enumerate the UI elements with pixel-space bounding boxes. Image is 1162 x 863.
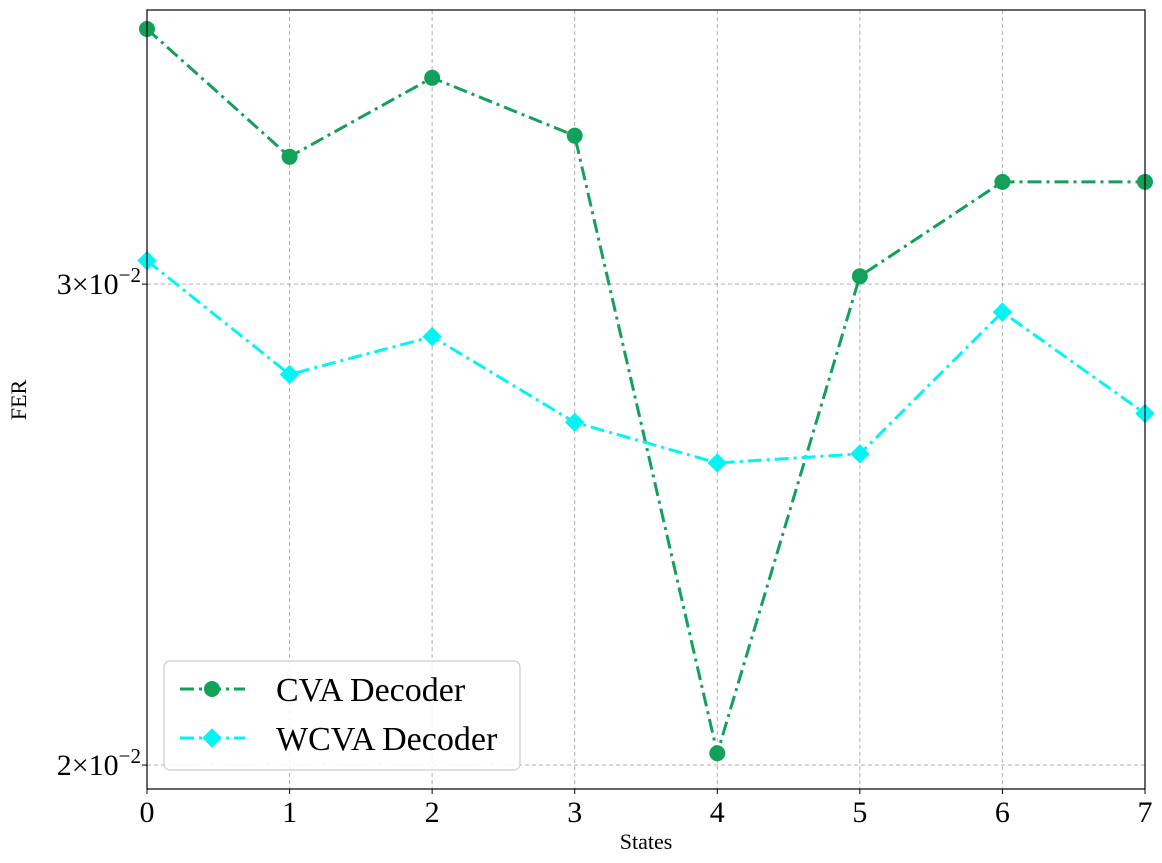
data-point-diamond bbox=[565, 412, 585, 433]
data-point-diamond bbox=[992, 302, 1013, 322]
legend-label: WCVA Decoder bbox=[276, 721, 498, 758]
plot-area-frame bbox=[146, 9, 1146, 790]
data-point-diamond bbox=[850, 444, 870, 464]
y-tick-label: 3×10−2 bbox=[57, 263, 141, 301]
series-layer bbox=[137, 20, 1155, 762]
x-tick-label: 2 bbox=[425, 796, 440, 829]
axis-ticks: 0 1 2 3 4 5 6 7 3×10−2 2×10−2 bbox=[57, 263, 1153, 829]
data-point-circle bbox=[851, 268, 868, 285]
x-tick-label: 4 bbox=[710, 796, 725, 829]
legend: CVA Decoder WCVA Decoder bbox=[163, 660, 521, 771]
series-line bbox=[146, 259, 1146, 465]
data-point-circle bbox=[424, 69, 441, 86]
x-tick-label: 3 bbox=[567, 796, 582, 829]
data-point-diamond bbox=[279, 364, 300, 385]
x-tick-label: 1 bbox=[282, 796, 297, 829]
series-1 bbox=[139, 20, 1153, 762]
x-tick-label: 0 bbox=[140, 796, 155, 829]
legend-marker-diamond bbox=[202, 728, 222, 748]
data-point-circle bbox=[566, 127, 583, 144]
legend-marker-circle bbox=[204, 681, 220, 697]
x-axis-label: States bbox=[620, 829, 673, 854]
x-tick-label: 5 bbox=[852, 796, 867, 829]
data-point-circle bbox=[709, 745, 726, 762]
x-tick-label: 6 bbox=[995, 796, 1010, 829]
data-point-circle bbox=[281, 148, 298, 165]
legend-label: CVA Decoder bbox=[276, 672, 466, 709]
data-point-circle bbox=[994, 173, 1011, 190]
legend-box bbox=[163, 660, 521, 771]
y-tick-label: 2×10−2 bbox=[57, 744, 141, 782]
data-point-diamond bbox=[707, 453, 727, 473]
data-point-diamond bbox=[422, 326, 442, 347]
y-axis-label: FER bbox=[6, 380, 31, 421]
series-line bbox=[145, 27, 1145, 755]
x-tick-label: 7 bbox=[1138, 796, 1153, 829]
